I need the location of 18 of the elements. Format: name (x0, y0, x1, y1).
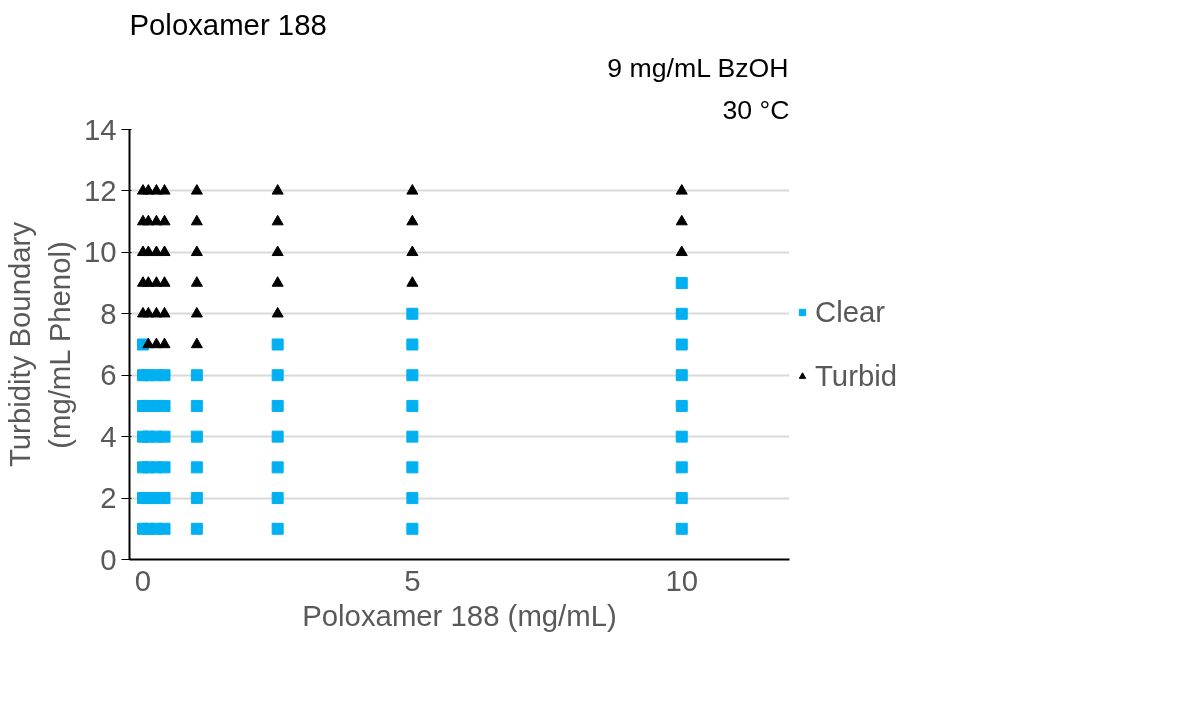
x-axis-title: Poloxamer 188 (mg/mL) (302, 598, 617, 632)
y-tick-label: 10 (83, 235, 117, 269)
x-tick-label: 10 (665, 563, 699, 597)
x-tick-label: 5 (404, 563, 421, 597)
y-tick-label: 6 (100, 358, 117, 392)
text: 30 °C (722, 94, 790, 125)
legend-label: Clear (815, 295, 886, 329)
y-tick-label: 8 (100, 296, 117, 330)
y-tick-label: 12 (83, 173, 117, 207)
chart-title: Poloxamer 188 (129, 7, 327, 41)
y-tick-label: 14 (83, 112, 117, 146)
x-tick-label: 0 (134, 563, 152, 597)
text: 9 mg/mL BzOH (607, 52, 789, 83)
y-axis-title: Turbidity Boundary (mg/mL Phenol) (3, 221, 76, 468)
legend-label: Turbid (815, 359, 898, 393)
y-tick-label: 0 (100, 542, 117, 576)
y-tick-label: 2 (100, 481, 117, 515)
y-tick-label: 4 (100, 419, 117, 453)
